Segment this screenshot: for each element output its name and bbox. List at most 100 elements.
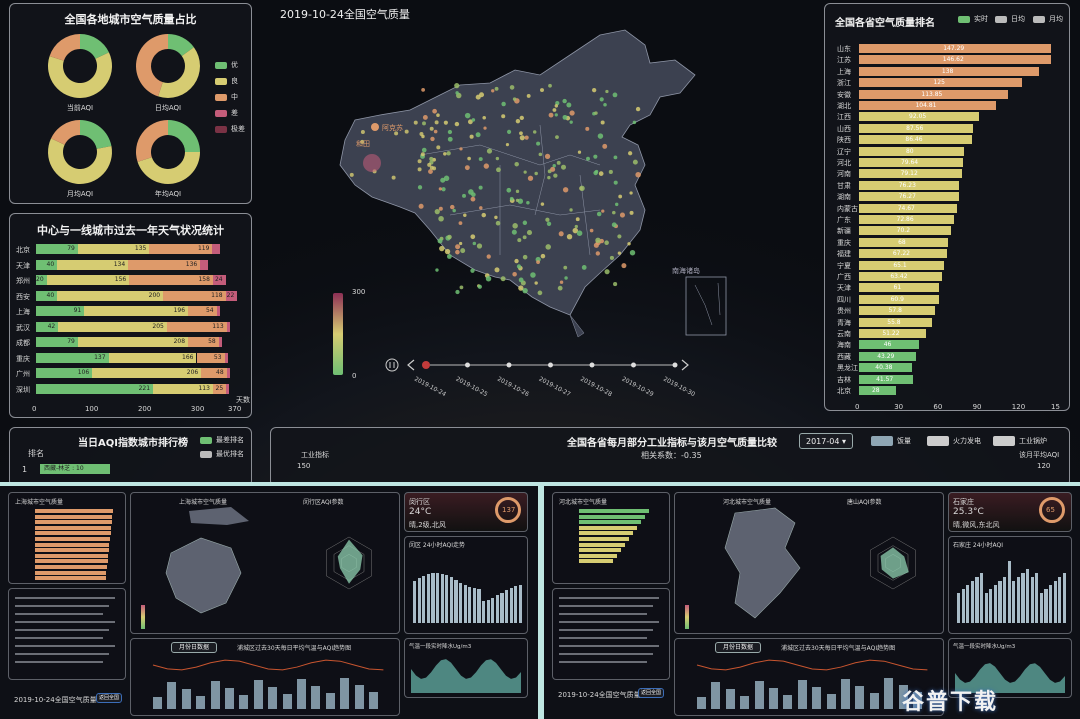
detail-rank-bar[interactable] bbox=[35, 514, 113, 519]
hourly-bar[interactable] bbox=[440, 573, 444, 623]
month-tab[interactable]: 月份日数据 bbox=[171, 642, 217, 653]
trend-bar[interactable] bbox=[884, 678, 894, 709]
hourly-bar[interactable] bbox=[957, 593, 961, 623]
city-bar-segment[interactable]: 158 bbox=[129, 275, 213, 285]
play-icon[interactable] bbox=[385, 358, 399, 372]
hourly-bar[interactable] bbox=[422, 576, 426, 623]
trend-bar[interactable] bbox=[711, 682, 721, 709]
legend-boiler[interactable]: 工业锅炉 bbox=[993, 436, 1047, 446]
hourly-bar[interactable] bbox=[1053, 581, 1057, 623]
back-button[interactable]: 返回全国 bbox=[96, 693, 122, 703]
province-bar[interactable]: 146.62 bbox=[859, 55, 1051, 65]
province-bar[interactable]: 74.67 bbox=[859, 203, 957, 213]
city-bar-segment[interactable]: 53 bbox=[196, 352, 225, 363]
city-bar-segment[interactable]: 208 bbox=[77, 337, 189, 347]
city-bar-segment[interactable]: 113 bbox=[153, 383, 213, 394]
hourly-bar[interactable] bbox=[1021, 573, 1025, 623]
city-bar-segment[interactable]: 137 bbox=[36, 352, 109, 363]
detail-rank-bar[interactable] bbox=[35, 531, 111, 536]
city-bar-segment[interactable]: 79 bbox=[36, 337, 78, 347]
detail-rank-bar[interactable] bbox=[35, 537, 110, 541]
hourly-bar[interactable] bbox=[1012, 581, 1016, 623]
trend-bar[interactable] bbox=[225, 688, 234, 709]
timeline-node[interactable] bbox=[631, 362, 636, 368]
city-bar-segment[interactable]: 40 bbox=[36, 290, 58, 301]
province-bar[interactable]: 46 bbox=[859, 340, 920, 350]
trend-bar[interactable] bbox=[282, 694, 292, 709]
province-bar[interactable]: 63.42 bbox=[859, 272, 942, 281]
donut-legend-item[interactable]: 极差 bbox=[215, 124, 245, 134]
province-bar[interactable]: 43.29 bbox=[859, 351, 916, 361]
donut-slice[interactable] bbox=[80, 34, 109, 59]
hourly-bar[interactable] bbox=[966, 585, 970, 623]
hourly-bar[interactable] bbox=[1039, 593, 1043, 623]
trend-bar[interactable] bbox=[855, 686, 865, 709]
aqi-scale-bar[interactable] bbox=[333, 293, 343, 375]
detail-rank-bar[interactable] bbox=[35, 525, 112, 530]
city-bar-segment[interactable]: 40 bbox=[36, 259, 58, 270]
city-bar-segment[interactable] bbox=[224, 352, 228, 363]
province-bar[interactable]: 104.81 bbox=[859, 101, 996, 110]
rank-legend-realtime[interactable]: 实时 bbox=[958, 14, 988, 24]
hourly-bar[interactable] bbox=[989, 589, 993, 623]
hourly-bar[interactable] bbox=[961, 589, 965, 623]
donut-slice[interactable] bbox=[136, 120, 168, 162]
hourly-bar[interactable] bbox=[468, 587, 472, 623]
timeline-node[interactable] bbox=[589, 362, 595, 368]
trend-bar[interactable] bbox=[913, 692, 922, 709]
hourly-bar[interactable] bbox=[1026, 569, 1030, 623]
city-bar-segment[interactable]: 135 bbox=[77, 244, 150, 254]
province-bar[interactable]: 72.86 bbox=[859, 215, 955, 224]
city-bar-segment[interactable]: 134 bbox=[57, 259, 129, 270]
trend-bar[interactable] bbox=[841, 679, 850, 709]
hourly-bar[interactable] bbox=[505, 590, 509, 623]
province-bar[interactable]: 70.2 bbox=[859, 226, 951, 236]
city-bar-segment[interactable]: 106 bbox=[36, 368, 93, 378]
rank-legend-monthly[interactable]: 月均 bbox=[1033, 14, 1063, 24]
city-bar-segment[interactable]: 24 bbox=[212, 275, 226, 285]
trend-bar[interactable] bbox=[697, 697, 706, 709]
timeline-node[interactable] bbox=[422, 361, 430, 369]
hourly-bar[interactable] bbox=[970, 581, 974, 623]
radar-shape[interactable] bbox=[880, 547, 909, 579]
hourly-bar[interactable] bbox=[514, 586, 518, 623]
trend-bar[interactable] bbox=[253, 680, 263, 709]
trend-bar[interactable] bbox=[769, 688, 778, 709]
detail-rank-bar[interactable] bbox=[35, 559, 108, 564]
legend-worst[interactable]: 最差排名 bbox=[200, 435, 244, 445]
donut-slice[interactable] bbox=[49, 34, 80, 61]
trend-bar[interactable] bbox=[153, 697, 162, 709]
detail-rank-bar[interactable] bbox=[35, 570, 107, 575]
back-button[interactable]: 返回全国 bbox=[638, 688, 664, 698]
city-bar-segment[interactable] bbox=[212, 244, 220, 254]
trend-bar[interactable] bbox=[210, 681, 220, 709]
donut-slice[interactable] bbox=[137, 152, 200, 184]
province-bar[interactable]: 68 bbox=[859, 237, 948, 247]
detail-rank-bar[interactable] bbox=[579, 553, 617, 558]
hourly-bar[interactable] bbox=[486, 599, 490, 623]
city-bar-segment[interactable]: 119 bbox=[149, 244, 213, 254]
timeline[interactable]: 2019-10-24 2019-10-25 2019-10-26 2019-10-27… bbox=[380, 352, 700, 402]
province-bar[interactable]: 113.85 bbox=[859, 89, 1008, 99]
hourly-bar[interactable] bbox=[975, 577, 979, 623]
hourly-bar[interactable] bbox=[431, 573, 435, 623]
hourly-bar[interactable] bbox=[454, 579, 458, 623]
trend-bar[interactable] bbox=[826, 694, 836, 709]
detail-rank-bar[interactable] bbox=[579, 514, 645, 519]
trend-bar[interactable] bbox=[325, 693, 335, 709]
timeline-node[interactable] bbox=[506, 362, 512, 368]
hourly-bar[interactable] bbox=[518, 585, 522, 623]
donut-legend-item[interactable]: 中 bbox=[215, 92, 245, 102]
hourly-bar[interactable] bbox=[1058, 577, 1062, 623]
hourly-bar[interactable] bbox=[482, 600, 486, 623]
donut-slice[interactable] bbox=[48, 52, 112, 98]
rank-first-bar[interactable]: 西藏-林芝 : 10 bbox=[40, 464, 110, 474]
trend-bar[interactable] bbox=[268, 687, 278, 709]
province-bar[interactable]: 28 bbox=[859, 386, 896, 395]
province-bar[interactable]: 60.9 bbox=[859, 294, 939, 304]
donut-slice[interactable] bbox=[158, 47, 201, 99]
trend-bar[interactable] bbox=[812, 687, 822, 709]
province-bar[interactable]: 41.57 bbox=[859, 374, 914, 384]
city-bar-segment[interactable]: 54 bbox=[188, 306, 217, 316]
trend-bar[interactable] bbox=[869, 693, 879, 709]
